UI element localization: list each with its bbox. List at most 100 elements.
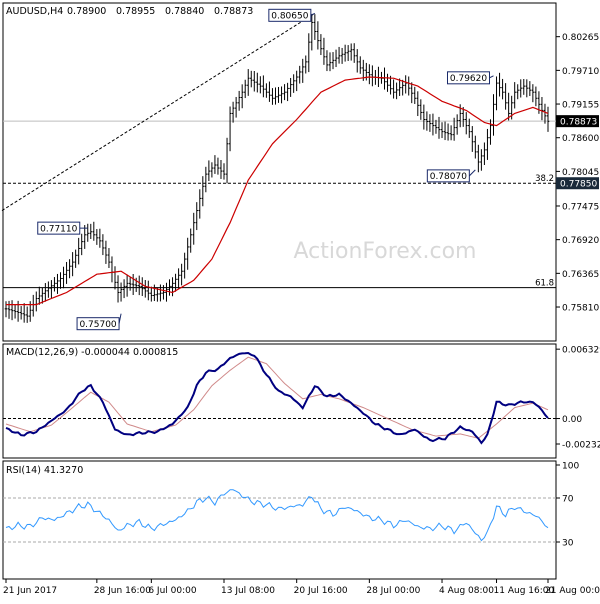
price-bar xyxy=(525,79,529,98)
price-bar xyxy=(240,84,244,109)
price-bar xyxy=(159,284,162,302)
price-bar xyxy=(165,282,168,302)
price-bar xyxy=(534,86,538,107)
price-bar xyxy=(98,228,102,248)
price-bar xyxy=(19,306,23,320)
price-bar xyxy=(304,55,308,74)
price-bar xyxy=(540,97,544,121)
macd-tick-label: -0.002324 xyxy=(562,441,600,451)
price-bar xyxy=(4,301,8,318)
rsi-tick-label: 100 xyxy=(562,462,579,472)
price-bar xyxy=(41,287,44,304)
price-bar xyxy=(455,114,459,135)
y-tick-label: 0.79155 xyxy=(562,101,599,111)
trendline xyxy=(1,12,316,211)
price-bar xyxy=(119,282,123,302)
price-bar xyxy=(346,45,350,62)
macd-tick-label: 0.006329 xyxy=(562,346,600,356)
price-bar xyxy=(531,84,535,103)
moving-average-line xyxy=(6,76,549,306)
price-bar xyxy=(337,46,341,64)
low-value: 0.78840 xyxy=(165,6,204,17)
price-bar xyxy=(322,37,326,65)
price-bar xyxy=(289,77,292,97)
price-bar xyxy=(140,277,144,297)
ohlc-header: AUDUSD,H4 0.78900 0.78955 0.78840 0.7887… xyxy=(6,6,253,17)
price-bar xyxy=(262,75,265,98)
price-bar xyxy=(68,259,71,279)
price-bar xyxy=(431,113,435,136)
price-bar xyxy=(464,112,468,135)
price-bar xyxy=(280,86,283,104)
price-bar xyxy=(449,125,453,141)
price-bar xyxy=(452,117,456,141)
price-bar xyxy=(428,114,432,132)
price-bar xyxy=(334,49,338,68)
x-tick-label: 21 Jun 2017 xyxy=(3,586,57,596)
price-bar xyxy=(225,137,229,184)
price-bar xyxy=(59,272,62,289)
price-bar xyxy=(265,83,268,98)
price-bar xyxy=(477,144,480,173)
y-tick-label: 0.80265 xyxy=(562,33,599,43)
price-bar xyxy=(301,58,305,83)
price-bar xyxy=(7,300,11,319)
price-bar xyxy=(153,284,156,302)
level-price-label: 0.77850 xyxy=(560,180,597,190)
price-bar xyxy=(50,280,53,299)
price-bar xyxy=(437,116,441,139)
price-bar xyxy=(416,91,420,117)
price-bar xyxy=(116,275,120,303)
close-value: 0.78873 xyxy=(214,6,253,17)
macd-tick-label: 0.00 xyxy=(562,415,582,425)
x-tick-label: 13 Jul 08:00 xyxy=(221,586,275,596)
price-bar xyxy=(56,273,59,294)
price-bar xyxy=(13,304,17,319)
price-bar xyxy=(177,268,180,289)
y-tick-label: 0.75810 xyxy=(562,304,599,314)
price-bar xyxy=(183,252,186,279)
price-bar xyxy=(395,82,398,100)
price-bar xyxy=(222,163,226,180)
price-bar xyxy=(80,233,83,256)
price-bar xyxy=(62,266,65,289)
price-bar xyxy=(331,52,335,70)
price-bar xyxy=(401,79,404,96)
price-bar xyxy=(389,75,392,95)
y-tick-label: 0.79710 xyxy=(562,67,599,77)
price-bar xyxy=(295,70,298,92)
price-bar xyxy=(522,78,526,95)
price-bar xyxy=(358,56,362,74)
price-bar xyxy=(216,157,220,175)
price-bar xyxy=(446,123,450,141)
rsi-label: RSI(14) 41.3270 xyxy=(6,465,83,476)
price-bar xyxy=(246,69,250,96)
macd-label: MACD(12,26,9) -0.000044 0.000815 xyxy=(6,347,178,358)
price-bar xyxy=(195,202,199,231)
price-bar xyxy=(219,159,223,179)
price-annotation: 0.77110 xyxy=(37,221,88,235)
price-bar xyxy=(413,86,417,104)
price-bar xyxy=(237,90,241,111)
price-bar xyxy=(101,234,105,256)
price-bar xyxy=(313,14,317,40)
price-bar xyxy=(310,13,314,51)
price-bar xyxy=(349,43,353,61)
price-bar xyxy=(307,33,311,73)
last-price-box xyxy=(556,115,599,128)
price-bar xyxy=(207,160,211,182)
price-bar xyxy=(150,286,153,302)
price-bar xyxy=(77,237,80,265)
price-bar xyxy=(198,189,202,219)
price-bar xyxy=(277,86,280,103)
price-bar xyxy=(398,78,401,96)
price-bar xyxy=(340,47,344,64)
price-bar xyxy=(386,73,389,92)
price-bar xyxy=(104,240,108,264)
price-bar xyxy=(186,237,189,270)
price-bar xyxy=(122,279,126,299)
price-annotation: 0.80650 xyxy=(268,8,316,22)
price-bar xyxy=(352,43,356,63)
price-bar xyxy=(343,44,347,62)
x-tick-label: 28 Jun 16:00 xyxy=(94,586,151,596)
